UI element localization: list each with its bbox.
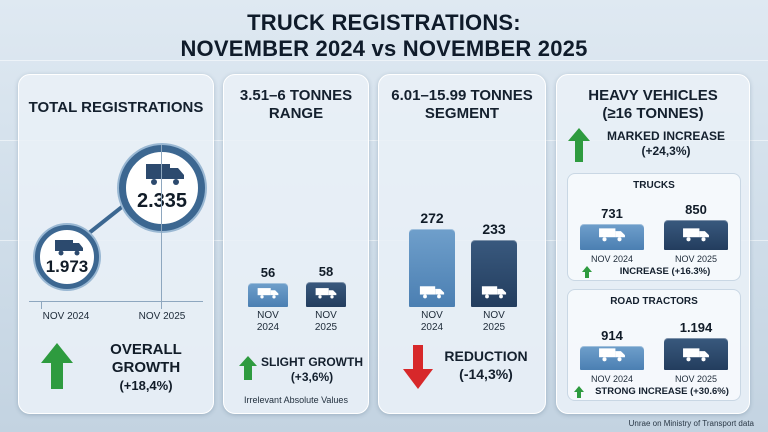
up-arrow-icon (574, 386, 584, 398)
tick-label: NOV 2024 (420, 310, 444, 333)
change-label: SLIGHT GROWTH (+3,6%) (258, 355, 366, 385)
tick-label: NOV 2025 (314, 310, 338, 333)
data-label: 1.973 (45, 257, 89, 276)
truck-icon (599, 228, 625, 242)
tick-label: NOV 2024 (42, 311, 90, 322)
change-value: (+24,3%) (641, 144, 691, 158)
change-label: MARKED INCREASE (+24,3%) (591, 129, 741, 159)
subchart-change: STRONG INCREASE (+30.6%) (595, 386, 729, 397)
circle-nov-2024: 1.973 (35, 225, 99, 289)
panel-6-16-tonnes: 6.01–15.99 TONNES SEGMENT 272 NOV 2024 233 N… (378, 74, 546, 414)
change-label-text: REDUCTION (444, 348, 528, 364)
source-footer: Unrae on Ministry of Transport data (628, 419, 754, 428)
up-arrow-icon (582, 266, 592, 278)
subchart-change: INCREASE (+16.3%) (619, 266, 711, 277)
bar-nov-2025 (664, 338, 728, 370)
title-line-1: TRUCK REGISTRATIONS: (247, 10, 521, 35)
bar-nov-2024 (580, 345, 644, 370)
data-label: 914 (601, 327, 623, 343)
up-arrow-icon (41, 343, 73, 389)
data-label: 233 (482, 221, 506, 238)
change-value: (+3,6%) (290, 370, 334, 384)
panel-title-line-1: HEAVY VEHICLES (588, 87, 718, 104)
change-label-text: SLIGHT GROWTH (261, 355, 363, 369)
truck-icon (683, 228, 709, 242)
panel-title: TOTAL REGISTRATIONS (28, 99, 204, 116)
panel-title-line-2: (≥16 TONNES) (602, 105, 704, 122)
down-arrow-icon (403, 345, 433, 389)
page-title: TRUCK REGISTRATIONS: NOVEMBER 2024 vs NO… (0, 10, 768, 62)
axis-tick (41, 301, 42, 309)
circle-nov-2025: 2.335 (119, 145, 205, 231)
data-label: 272 (420, 210, 444, 226)
panel-title: HEAVY VEHICLES (≥16 TONNES) (557, 87, 749, 123)
tick-label: NOV 2024 (590, 374, 634, 384)
bar-nov-2024 (409, 229, 455, 307)
data-label: 2.335 (136, 190, 188, 212)
panel-total-registrations: TOTAL REGISTRATIONS 1.973 2.335 NOV 2024… (18, 74, 214, 414)
subchart-road-tractors: ROAD TRACTORS 914 NOV 2024 1.194 NOV 2025 S… (567, 289, 741, 401)
panel-title-line-2: RANGE (268, 105, 324, 122)
up-arrow-icon (239, 356, 257, 380)
panel-title: 3.51–6 TONNES RANGE (224, 87, 368, 123)
bar-nov-2024 (580, 224, 644, 250)
change-value: (+18,4%) (119, 378, 173, 393)
data-label: 731 (601, 206, 623, 222)
change-label: REDUCTION (-14,3%) (431, 347, 541, 383)
note-text: Irrelevant Absolute Values (244, 395, 348, 405)
background-line (0, 60, 768, 61)
bar-nov-2024 (248, 282, 288, 307)
change-label: OVERALL GROWTH (+18,4%) (81, 341, 211, 395)
change-label-line-1: OVERALL (110, 341, 182, 358)
tick-label: NOV 2025 (482, 310, 506, 333)
panel-title: 6.01–15.99 TONNES SEGMENT (379, 87, 545, 123)
data-label: 58 (318, 263, 334, 279)
truck-icon (257, 288, 279, 299)
data-label: 56 (260, 264, 276, 280)
truck-icon (315, 288, 337, 299)
tick-label: NOV 2025 (138, 311, 186, 322)
change-label-text: MARKED INCREASE (606, 129, 725, 143)
bar-nov-2025 (664, 220, 728, 250)
subchart-trucks: TRUCKS 731 NOV 2024 850 NOV 2025 INCREASE (… (567, 173, 741, 281)
data-label: 850 (685, 202, 707, 217)
up-arrow-icon (568, 128, 590, 162)
panel-3-6-tonnes: 3.51–6 TONNES RANGE 56 NOV 2024 58 NOV 2025 S… (223, 74, 369, 414)
axis-baseline (29, 301, 203, 302)
change-label-line-2: GROWTH (111, 359, 181, 376)
panel-title-line-2: SEGMENT (424, 105, 500, 122)
title-line-2: NOVEMBER 2024 vs NOVEMBER 2025 (180, 36, 588, 61)
truck-icon (419, 286, 445, 299)
truck-icon (481, 286, 507, 299)
tick-label: NOV 2024 (256, 310, 280, 333)
tick-label: NOV 2024 (590, 254, 634, 264)
panel-heavy-vehicles: HEAVY VEHICLES (≥16 TONNES) MARKED INCRE… (556, 74, 750, 414)
change-value: (-14,3%) (459, 366, 513, 382)
axis-tick (161, 145, 162, 309)
tick-label: NOV 2025 (674, 374, 718, 384)
truck-icon (55, 240, 83, 256)
panel-title-line-1: 3.51–6 TONNES (239, 87, 353, 104)
truck-icon (146, 164, 184, 185)
panel-title-line-1: 6.01–15.99 TONNES (391, 87, 533, 104)
subchart-title: ROAD TRACTORS (610, 296, 698, 307)
truck-icon (683, 348, 709, 362)
data-label: 1.194 (679, 320, 713, 335)
tick-label: NOV 2025 (674, 254, 718, 264)
bar-nov-2025 (306, 281, 346, 307)
truck-icon (599, 348, 625, 362)
bar-nov-2025 (471, 240, 517, 307)
subchart-title: TRUCKS (633, 180, 675, 191)
